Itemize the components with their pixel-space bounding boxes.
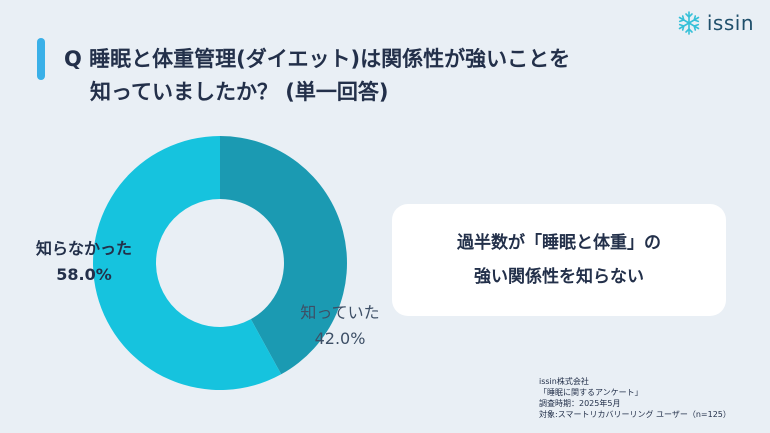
footer-company: issin株式会社 bbox=[539, 377, 589, 386]
callout-line-2: 強い関係性を知らない bbox=[474, 267, 644, 287]
slice-label-known: 知っていた 42.0% bbox=[280, 300, 400, 352]
callout-line-1: 過半数が「睡眠と体重」の bbox=[457, 233, 661, 253]
pie-slice-0 bbox=[220, 136, 348, 375]
logo-text: issin bbox=[706, 11, 754, 35]
brand-logo: issin bbox=[676, 10, 754, 36]
footer-target: 対象:スマートリカバリーリング ユーザー（n=125） bbox=[539, 410, 731, 419]
title-line-2: 知っていましたか？ (単一回答) bbox=[90, 80, 389, 104]
page-title: Q 睡眠と体重管理(ダイエット)は関係性が強いことを 知っていましたか？ (単一… bbox=[64, 43, 704, 109]
footer-survey: 「睡眠に関するアンケート」 bbox=[539, 388, 643, 397]
footer-period: 調査時期：2025年5月 bbox=[539, 399, 621, 408]
pie-slice-1 bbox=[93, 135, 282, 390]
callout-box: 過半数が「睡眠と体重」の 強い関係性を知らない bbox=[392, 204, 726, 316]
slice-label-not-known: 知らなかった 58.0% bbox=[14, 236, 154, 288]
title-accent-bar bbox=[37, 38, 45, 80]
snowflake-icon bbox=[678, 11, 700, 35]
slice-name-not-known: 知らなかった bbox=[35, 239, 132, 258]
source-footer: issin株式会社 「睡眠に関するアンケート」 調査時期：2025年5月 対象:… bbox=[539, 376, 731, 420]
slice-name-known: 知っていた bbox=[300, 303, 380, 322]
slice-value-not-known: 58.0% bbox=[56, 265, 112, 284]
title-line-1: Q 睡眠と体重管理(ダイエット)は関係性が強いことを bbox=[64, 47, 571, 71]
slice-value-known: 42.0% bbox=[314, 329, 366, 348]
